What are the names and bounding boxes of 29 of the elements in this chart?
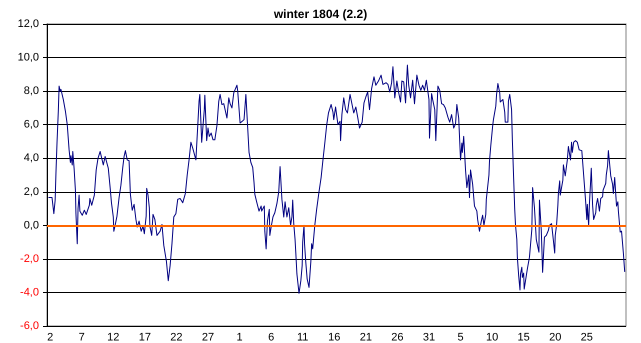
x-tick-label: 12: [107, 332, 120, 343]
y-tick-label: 10,0: [18, 52, 39, 64]
y-tick-label: 4,0: [24, 152, 39, 164]
x-tick-label: 22: [170, 332, 183, 343]
x-tick-label: 2: [47, 332, 54, 343]
chart-title: winter 1804 (2.2): [272, 7, 368, 21]
x-tick-label: 16: [328, 332, 340, 343]
x-tick-label: 26: [391, 332, 404, 343]
y-tick-label: 6,0: [24, 118, 39, 131]
x-tick-label: 21: [360, 332, 372, 343]
x-tick-label: 5: [457, 332, 464, 343]
x-tick-label: 6: [268, 332, 274, 343]
y-tick-label: -4,0: [20, 286, 39, 298]
x-tick-label: 17: [138, 332, 151, 343]
x-tick-label: 25: [580, 332, 593, 343]
y-tick-label: 0,0: [24, 219, 39, 232]
y-tick-label: 8,0: [24, 85, 39, 98]
x-tick-label: 15: [518, 332, 530, 343]
y-tick-label: 12,0: [18, 18, 39, 30]
x-tick-label: 31: [422, 332, 436, 343]
x-tick-label: 20: [549, 332, 562, 343]
x-tick-label: 11: [296, 332, 308, 343]
y-tick-label: -2,0: [20, 252, 39, 265]
x-tick-label: 27: [202, 332, 214, 343]
y-tick-label: -6,0: [20, 320, 39, 332]
y-tick-label: 2,0: [24, 186, 39, 198]
x-tick-label: 1: [236, 332, 243, 343]
x-tick-label: 10: [486, 332, 498, 343]
x-tick-label: 7: [78, 332, 85, 343]
